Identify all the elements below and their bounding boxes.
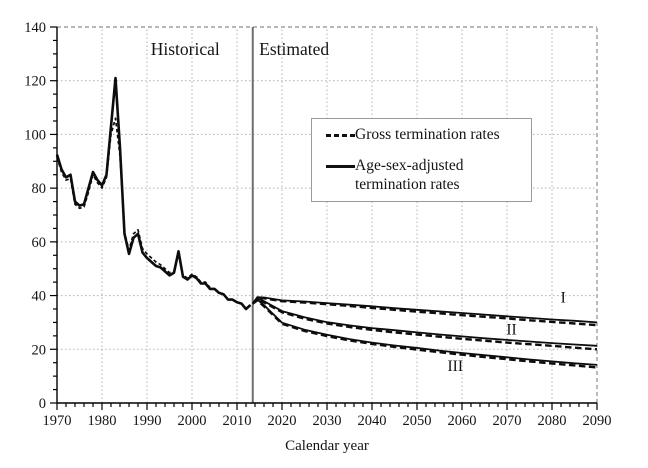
x-tick-label: 2050 [403,413,432,429]
legend: Gross termination rates Age-sex-adjusted… [311,118,532,202]
x-tick-label: 2040 [358,413,387,429]
y-tick-label: 20 [32,342,47,358]
series-scenario-II-gross [251,297,598,351]
series-historical-adjusted [55,76,252,311]
region-label: Historical [151,39,220,59]
x-axis-title: Calendar year [285,438,369,454]
x-tick-label: 2060 [448,413,477,429]
x-tick-label: 2000 [178,413,207,429]
legend-label-gross: Gross termination rates [355,126,500,143]
region-label: Estimated [259,39,329,59]
y-tick-label: 120 [24,74,46,90]
y-tick-label: 140 [24,20,46,36]
legend-item-adjusted: Age-sex-adjusted termination rates [326,157,527,194]
x-tick-label: 1990 [133,413,162,429]
series-scenario-III-adjusted [252,298,598,366]
x-tick-label: 2010 [223,413,252,429]
x-tick-label: 2030 [313,413,342,429]
y-tick-label: 80 [32,181,47,197]
x-tick-label: 2080 [538,413,567,429]
legend-label-adjusted: Age-sex-adjusted termination rates [355,157,464,193]
y-tick-label: 100 [24,127,46,143]
dashed-line-swatch [326,134,355,137]
y-tick-label: 60 [32,235,47,251]
series-scenario-II-adjusted [252,297,598,347]
scenario-label: II [506,322,516,339]
scenario-label: III [448,358,464,375]
series-scenario-I-adjusted [252,296,598,324]
x-tick-label: 2070 [493,413,522,429]
series-historical-gross [56,117,252,310]
solid-line-swatch [326,165,355,169]
legend-item-gross: Gross termination rates [326,126,527,144]
y-tick-label: 0 [39,396,46,412]
x-tick-label: 2020 [268,413,297,429]
y-tick-label: 40 [32,289,47,305]
x-tick-label: 2090 [583,413,612,429]
x-tick-label: 1970 [43,413,72,429]
series-scenario-I-gross [251,296,598,327]
scenario-label: I [561,289,566,306]
x-tick-label: 1980 [88,413,117,429]
